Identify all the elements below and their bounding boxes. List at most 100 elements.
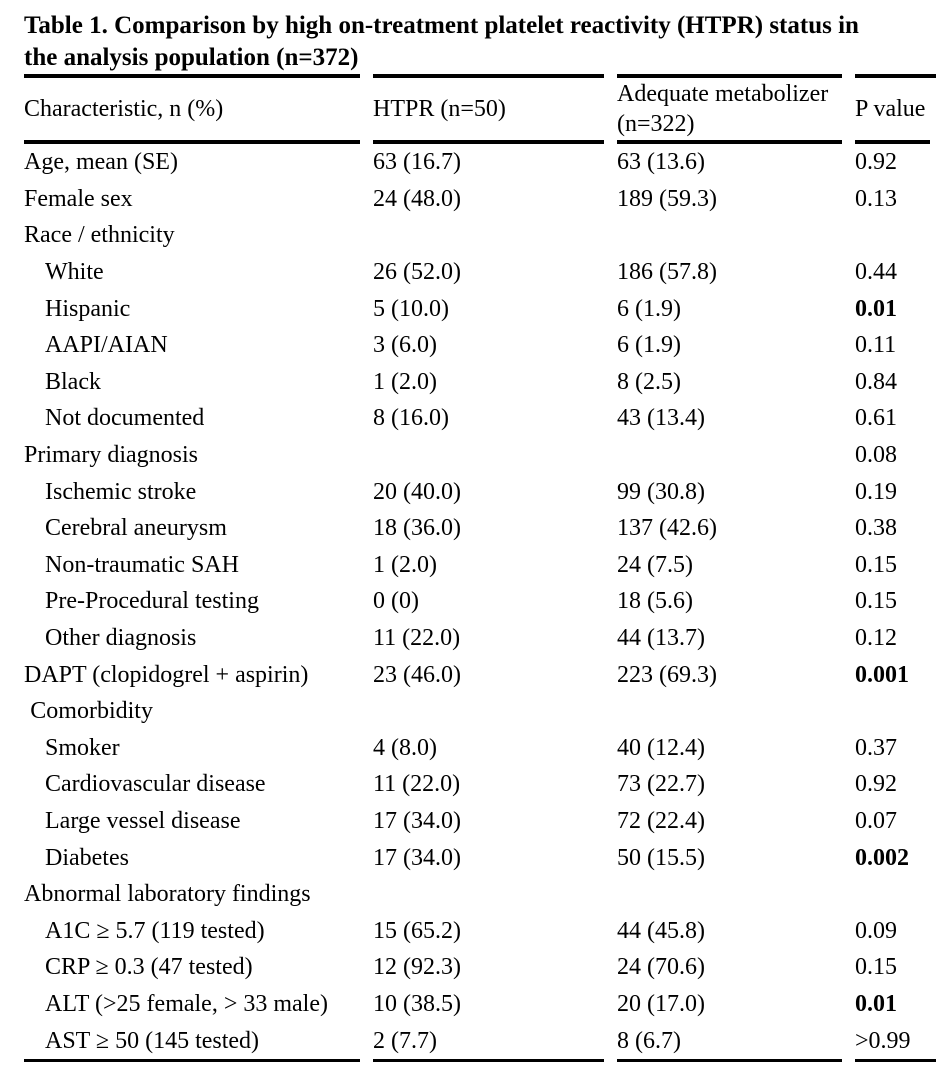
table-row: White 26 (52.0) 186 (57.8) 0.44	[24, 254, 936, 291]
cell-htpr: 11 (22.0)	[373, 771, 461, 798]
rule-segment	[617, 74, 842, 78]
cell-adequate-metabolizer: 24 (70.6)	[617, 954, 705, 981]
cell-characteristic: Ischemic stroke	[45, 478, 197, 505]
table-row: Primary diagnosis 0.08	[24, 437, 936, 474]
cell-htpr: 23 (46.0)	[373, 661, 461, 688]
column-header-characteristic: Characteristic, n (%)	[24, 96, 224, 122]
cell-characteristic: Large vessel disease	[45, 807, 241, 834]
table-body: Age, mean (SE) 63 (16.7) 63 (13.6) 0.92 Fema…	[24, 144, 936, 1059]
cell-pvalue: 0.08	[855, 442, 897, 469]
cell-adequate-metabolizer: 40 (12.4)	[617, 734, 705, 761]
cell-adequate-metabolizer: 44 (13.7)	[617, 625, 705, 652]
cell-characteristic: Comorbidity	[30, 698, 153, 725]
rule-segment	[855, 74, 936, 78]
cell-characteristic: Hispanic	[45, 295, 131, 322]
table-row: Diabetes 17 (34.0) 50 (15.5) 0.002	[24, 839, 936, 876]
table-row: Cerebral aneurysm 18 (36.0) 137 (42.6) 0.38	[24, 510, 936, 547]
table-row: Cardiovascular disease 11 (22.0) 73 (22.7)…	[24, 766, 936, 803]
table-row: Large vessel disease 17 (34.0) 72 (22.4) 0.…	[24, 803, 936, 840]
cell-characteristic: DAPT (clopidogrel + aspirin)	[24, 661, 309, 688]
rule-segment	[855, 140, 930, 144]
cell-characteristic: Diabetes	[45, 844, 129, 871]
cell-adequate-metabolizer: 43 (13.4)	[617, 405, 705, 432]
cell-adequate-metabolizer: 18 (5.6)	[617, 588, 693, 615]
column-header-pvalue: P value	[855, 96, 926, 122]
cell-htpr: 3 (6.0)	[373, 332, 437, 359]
cell-adequate-metabolizer: 44 (45.8)	[617, 917, 705, 944]
cell-pvalue: 0.44	[855, 259, 897, 286]
cell-characteristic: Pre-Procedural testing	[45, 588, 259, 615]
cell-characteristic: Smoker	[45, 734, 120, 761]
cell-characteristic: White	[45, 259, 104, 286]
table-row: Abnormal laboratory findings	[24, 876, 936, 913]
cell-htpr: 5 (10.0)	[373, 295, 449, 322]
cell-pvalue: 0.92	[855, 149, 897, 176]
cell-characteristic: AAPI/AIAN	[45, 332, 168, 359]
cell-pvalue: 0.15	[855, 588, 897, 615]
cell-htpr: 8 (16.0)	[373, 405, 449, 432]
table-row: ALT (>25 female, > 33 male) 10 (38.5) 20 (…	[24, 986, 936, 1023]
cell-adequate-metabolizer: 137 (42.6)	[617, 515, 717, 542]
cell-characteristic: Race / ethnicity	[24, 222, 175, 249]
cell-characteristic: A1C ≥ 5.7 (119 tested)	[45, 917, 265, 944]
cell-pvalue: 0.001	[855, 661, 909, 688]
cell-pvalue: 0.09	[855, 917, 897, 944]
cell-characteristic: Female sex	[24, 185, 133, 212]
cell-characteristic: ALT (>25 female, > 33 male)	[45, 990, 328, 1017]
cell-adequate-metabolizer: 63 (13.6)	[617, 149, 705, 176]
cell-htpr: 1 (2.0)	[373, 551, 437, 578]
table-row: Smoker 4 (8.0) 40 (12.4) 0.37	[24, 730, 936, 767]
bottom-rule	[24, 1058, 936, 1062]
rule-segment	[24, 140, 360, 144]
cell-characteristic: Cerebral aneurysm	[45, 515, 227, 542]
cell-pvalue: 0.37	[855, 734, 897, 761]
cell-characteristic: Cardiovascular disease	[45, 771, 266, 798]
rule-segment	[617, 1058, 842, 1062]
cell-htpr: 17 (34.0)	[373, 807, 461, 834]
table-row: DAPT (clopidogrel + aspirin) 23 (46.0) 223…	[24, 656, 936, 693]
column-header-htpr: HTPR (n=50)	[373, 96, 506, 122]
cell-adequate-metabolizer: 72 (22.4)	[617, 807, 705, 834]
rule-segment	[617, 140, 842, 144]
table-title-line-1: Table 1. Comparison by high on-treatment…	[24, 12, 859, 39]
cell-characteristic: AST ≥ 50 (145 tested)	[45, 1027, 260, 1054]
cell-pvalue: 0.38	[855, 515, 897, 542]
table-row: Non-traumatic SAH 1 (2.0) 24 (7.5) 0.15	[24, 547, 936, 584]
table-row: Comorbidity	[24, 693, 936, 730]
cell-htpr: 4 (8.0)	[373, 734, 437, 761]
cell-pvalue: 0.11	[855, 332, 897, 359]
cell-adequate-metabolizer: 6 (1.9)	[617, 295, 681, 322]
table-row: Ischemic stroke 20 (40.0) 99 (30.8) 0.19	[24, 473, 936, 510]
cell-adequate-metabolizer: 186 (57.8)	[617, 259, 717, 286]
cell-pvalue: 0.07	[855, 807, 897, 834]
cell-characteristic: Abnormal laboratory findings	[24, 881, 311, 908]
cell-pvalue: 0.19	[855, 478, 897, 505]
table-row: CRP ≥ 0.3 (47 tested) 12 (92.3) 24 (70.6) 0…	[24, 949, 936, 986]
table-title-line-2: the analysis population (n=372)	[24, 44, 359, 71]
cell-adequate-metabolizer: 20 (17.0)	[617, 990, 705, 1017]
cell-characteristic: Age, mean (SE)	[24, 149, 178, 176]
cell-pvalue: 0.12	[855, 625, 897, 652]
cell-adequate-metabolizer: 223 (69.3)	[617, 661, 717, 688]
cell-adequate-metabolizer: 50 (15.5)	[617, 844, 705, 871]
table-row: AAPI/AIAN 3 (6.0) 6 (1.9) 0.11	[24, 327, 936, 364]
cell-htpr: 11 (22.0)	[373, 625, 461, 652]
cell-htpr: 20 (40.0)	[373, 478, 461, 505]
rule-segment	[373, 1058, 604, 1062]
rule-segment	[373, 140, 604, 144]
cell-pvalue: 0.01	[855, 990, 897, 1017]
cell-pvalue: 0.13	[855, 185, 897, 212]
cell-pvalue: >0.99	[855, 1027, 911, 1054]
cell-characteristic: CRP ≥ 0.3 (47 tested)	[45, 954, 253, 981]
rule-segment	[373, 74, 604, 78]
cell-adequate-metabolizer: 73 (22.7)	[617, 771, 705, 798]
table-row: A1C ≥ 5.7 (119 tested) 15 (65.2) 44 (45.8)…	[24, 912, 936, 949]
rule-segment	[855, 1058, 936, 1062]
cell-htpr: 15 (65.2)	[373, 917, 461, 944]
cell-adequate-metabolizer: 189 (59.3)	[617, 185, 717, 212]
cell-pvalue: 0.01	[855, 295, 897, 322]
cell-htpr: 17 (34.0)	[373, 844, 461, 871]
cell-htpr: 2 (7.7)	[373, 1027, 437, 1054]
table-row: Black 1 (2.0) 8 (2.5) 0.84	[24, 364, 936, 401]
